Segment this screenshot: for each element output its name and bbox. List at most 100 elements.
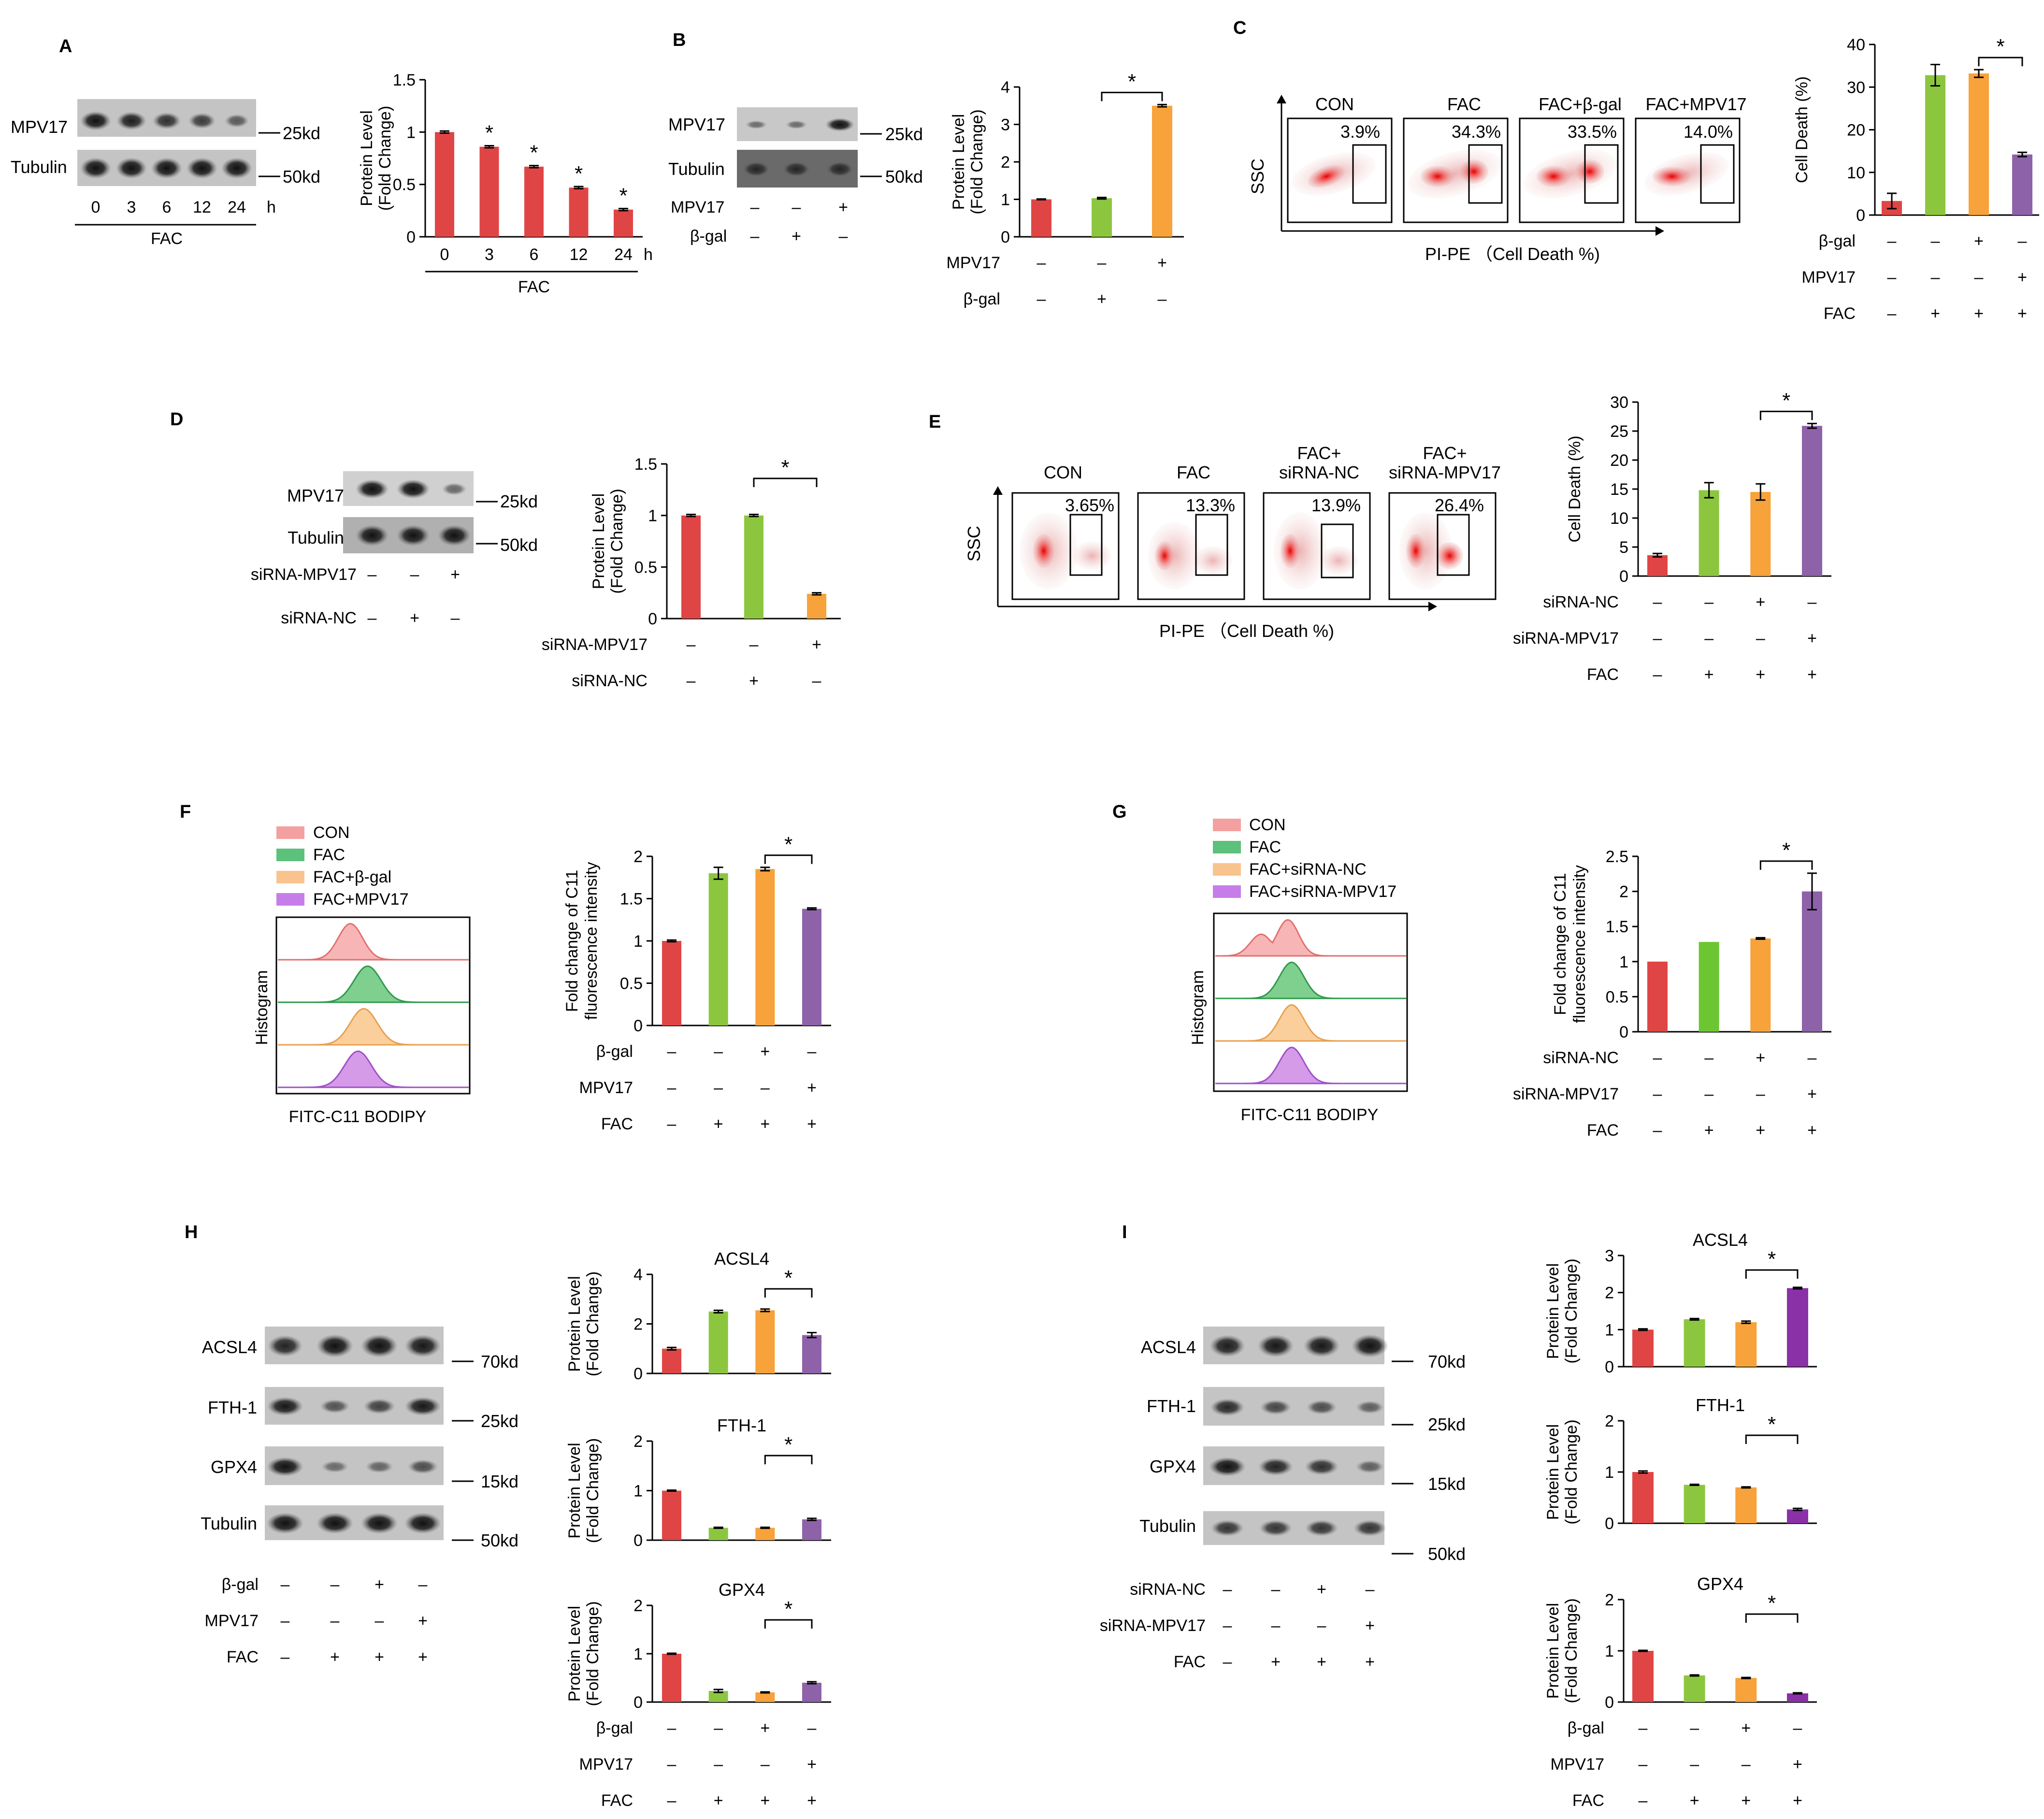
panel-h-blot: ACSL4 FTH-1 GPX4 Tubulin 70kd 25kd 15kd … (201, 1327, 518, 1666)
bar (708, 1691, 728, 1702)
tick-label: 2 (1605, 1412, 1614, 1430)
axis-title: fluorescence intensity (582, 862, 601, 1020)
gate-title: FAC+MPV17 (1645, 94, 1746, 114)
bar (1632, 1329, 1654, 1367)
sign: + (760, 1719, 770, 1737)
chart-a: 0 0.5 1 1.5 Protein Level (Fold Change) * * * * 0 3… (358, 71, 653, 296)
treatment-label: MPV17 (205, 1612, 259, 1630)
treatment-label: β-gal (1568, 1719, 1604, 1737)
sign: + (1317, 1653, 1326, 1671)
sign: – (1366, 1580, 1375, 1599)
group-label: FAC (518, 278, 550, 296)
sign: – (1271, 1617, 1281, 1635)
chart-title: GPX4 (1697, 1574, 1743, 1594)
axis-label: FITC-C11 BODIPY (289, 1108, 427, 1126)
blot-band (224, 114, 249, 128)
treatment-label: β-gal (596, 1719, 633, 1737)
axis-title: (Fold Change) (584, 1271, 602, 1376)
axis-title: Protein Level (565, 1276, 584, 1371)
treatment-label: β-gal (690, 227, 727, 245)
treatment-label: siRNA-MPV17 (251, 565, 357, 584)
axis-title: Protein Level (358, 110, 376, 206)
sign: – (812, 672, 821, 690)
sign: + (450, 565, 460, 584)
sign: + (1704, 1121, 1714, 1140)
tick-label: 0 (633, 1693, 643, 1712)
sign: – (368, 565, 377, 584)
blot-band (267, 1513, 303, 1534)
gate-title: CON (1315, 94, 1354, 114)
sign: – (1639, 1719, 1648, 1737)
treatment-label: FAC (1824, 304, 1856, 323)
axis-label: FITC-C11 BODIPY (1241, 1106, 1379, 1124)
blot-band (363, 1399, 395, 1414)
category-label: 0 (440, 245, 449, 264)
treatment-label: FAC (227, 1648, 259, 1666)
blot-band (1257, 1334, 1294, 1357)
kd-marker: 50kd (1428, 1544, 1466, 1564)
bar (1699, 942, 1719, 1032)
bar (614, 209, 633, 237)
gate-percent: 13.3% (1186, 495, 1235, 515)
treatment-label: siRNA-NC (1543, 593, 1619, 611)
sign: + (410, 609, 419, 627)
tick-label: 0 (1856, 206, 1865, 225)
sign: – (1808, 1049, 1817, 1067)
sign: – (1931, 232, 1940, 250)
axis-title: Fold change of C11 (1551, 873, 1569, 1015)
sign: – (1742, 1755, 1751, 1774)
bar (1152, 105, 1172, 237)
blot-band (442, 483, 467, 495)
blot-band (397, 525, 430, 546)
sign: – (1653, 665, 1662, 684)
sign: + (1704, 665, 1714, 684)
kd-marker: 25kd (500, 491, 538, 511)
chart-title: FTH-1 (717, 1415, 766, 1435)
treatment-label: FAC (601, 1791, 633, 1810)
significance-bracket (1978, 57, 2023, 67)
blot-label: FTH-1 (1147, 1396, 1196, 1416)
blot-band (188, 113, 216, 129)
lane-label: 0 (91, 198, 101, 217)
bar (662, 941, 681, 1025)
significance-star: * (1768, 1247, 1776, 1271)
tick-label: 0.5 (393, 176, 416, 194)
category-label: 24 (614, 245, 633, 264)
blot-band (781, 161, 811, 177)
sign: – (1704, 629, 1713, 648)
chart-c: 0 10 20 30 40 Cell Death (%) * β-gal – – + – MPV17 – –… (1793, 35, 2039, 323)
bar (1750, 492, 1771, 576)
lane-label: 6 (162, 198, 172, 217)
blot-label: MPV17 (287, 486, 344, 505)
sign: + (1807, 665, 1817, 684)
chart-i2: 0 1 2 Protein Level (Fold Change) FTH-1 * (1544, 1395, 1817, 1533)
significance-star: * (485, 121, 493, 145)
sign: – (1704, 1049, 1713, 1067)
tick-label: 1.5 (393, 71, 416, 89)
blot-band (1352, 1334, 1388, 1357)
significance-bracket (753, 477, 818, 487)
sign: + (1756, 593, 1765, 611)
sign: – (1653, 1085, 1662, 1103)
tick-label: 0 (1619, 567, 1628, 586)
blot-band (80, 111, 111, 130)
axis-title: Protein Level (565, 1443, 584, 1538)
blot-label: Tubulin (201, 1514, 257, 1533)
legend-label: FAC+siRNA-NC (1249, 860, 1367, 879)
sign: – (761, 1079, 770, 1097)
sign: + (1930, 304, 1940, 323)
bar (807, 593, 826, 619)
chart-h1: 0 2 4 Protein Level (Fold Change) ACSL4 * (565, 1249, 831, 1383)
sign: + (812, 635, 821, 654)
blot-label: ACSL4 (202, 1337, 257, 1357)
blot-band (267, 1457, 303, 1476)
blot-band (404, 1513, 441, 1534)
sign: – (1756, 629, 1765, 648)
legend-label: FAC (1249, 838, 1281, 856)
tick-label: 2 (1001, 153, 1010, 172)
blot-band (356, 525, 389, 546)
treatment-label: siRNA-NC (281, 609, 357, 627)
sign: – (667, 1755, 677, 1774)
sign: + (1271, 1653, 1281, 1671)
sign: – (410, 565, 419, 584)
